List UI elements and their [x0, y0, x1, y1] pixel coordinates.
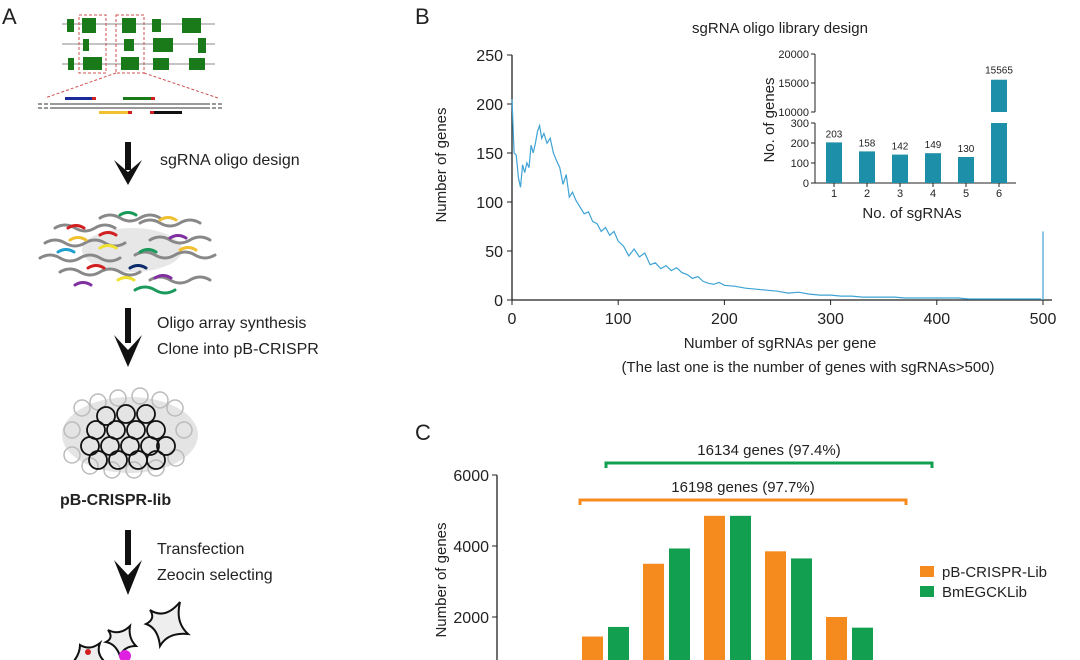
x-tick-label: 500: [1030, 311, 1057, 328]
c-y-tick-label: 6000: [453, 468, 489, 485]
c-bar-pb-crispr-lib: [826, 617, 847, 660]
inset-bar-lower: [991, 123, 1007, 183]
step-text: Oligo array synthesis: [157, 315, 307, 332]
inset-y-tick-label: 300: [791, 118, 809, 130]
inset-data-label: 130: [958, 144, 975, 155]
x-tick-label: 100: [605, 311, 632, 328]
inset-x-axis-label: No. of sgRNAs: [862, 205, 961, 222]
step-transfection: Transfection Zeocin selecting: [157, 537, 273, 589]
c-bar-bmegcklib: [730, 515, 751, 660]
x-tick-label: 200: [711, 311, 738, 328]
legend-label: pB-CRISPR-Lib: [942, 564, 1047, 581]
step-text: Clone into pB-CRISPR: [157, 341, 319, 358]
distribution-line: [511, 99, 1041, 300]
y-tick-label: 200: [476, 97, 503, 114]
inset-bar: [859, 151, 875, 183]
c-y-axis-label: Number of genes: [433, 522, 450, 637]
inset-bar: [958, 157, 974, 183]
step-oligo-synthesis: Oligo array synthesis Clone into pB-CRIS…: [157, 311, 319, 363]
inset-bar-upper: [991, 79, 1007, 112]
inset-data-label: 203: [826, 129, 843, 140]
inset-x-tick-label: 6: [996, 188, 1002, 200]
c-bar-pb-crispr-lib: [643, 563, 664, 660]
panel-b-label: B: [415, 4, 430, 29]
inset-y-tick-label: 0: [803, 178, 809, 190]
down-arrow-icon: [114, 308, 142, 367]
inset-x-tick-label: 1: [831, 188, 837, 200]
x-tick-label: 400: [923, 311, 950, 328]
inset-bar: [826, 142, 842, 183]
inset-y-axis-label: No. of genes: [761, 77, 778, 162]
step-sgrna-oligo-design: sgRNA oligo design: [160, 148, 300, 174]
c-y-tick-label: 2000: [453, 610, 489, 627]
legend-swatch: [920, 566, 934, 577]
c-bar-pb-crispr-lib: [704, 515, 725, 660]
x-axis-note: (The last one is the number of genes wit…: [621, 359, 994, 376]
x-tick-label: 0: [508, 311, 517, 328]
y-tick-label: 250: [476, 48, 503, 65]
cells-illustration: [73, 601, 191, 660]
library-name: pB-CRISPR-lib: [60, 492, 172, 509]
c-bar-pb-crispr-lib: [765, 551, 786, 660]
inset-y-tick-label: 15000: [778, 78, 809, 90]
y-tick-label: 150: [476, 146, 503, 163]
inset-x-tick-label: 5: [963, 188, 969, 200]
gene-structure: [38, 14, 222, 114]
chart-b-title: sgRNA oligo library design: [692, 20, 868, 37]
down-arrow-icon: [114, 530, 142, 595]
annotation-pb-crispr-lib: 16198 genes (97.7%): [671, 479, 814, 496]
c-bar-bmegcklib: [669, 548, 690, 660]
legend-label: BmEGCKLib: [942, 584, 1027, 601]
panel-c-label: C: [415, 420, 431, 445]
step-text: sgRNA oligo design: [160, 152, 300, 169]
y-tick-label: 0: [494, 293, 503, 310]
step-text: Zeocin selecting: [157, 567, 273, 584]
inset-data-label: 149: [925, 140, 942, 151]
inset-bar: [925, 153, 941, 183]
inset-x-tick-label: 2: [864, 188, 870, 200]
inset-y-tick-label: 200: [791, 138, 809, 150]
y-tick-label: 50: [485, 244, 503, 261]
c-bar-pb-crispr-lib: [582, 636, 603, 660]
plasmid-library-illustration: [62, 387, 198, 479]
inset-y-tick-label: 10000: [778, 107, 809, 119]
oligo-pool-illustration: [38, 211, 217, 295]
y-tick-label: 100: [476, 195, 503, 212]
inset-bar: [892, 154, 908, 183]
inset-data-label: 15565: [985, 66, 1013, 77]
down-arrow-icon: [114, 142, 142, 185]
bracket-orange: [578, 498, 908, 505]
annotation-bmegcklib: 16134 genes (97.4%): [697, 442, 840, 459]
c-y-tick-label: 4000: [453, 539, 489, 556]
step-text: Transfection: [157, 541, 245, 558]
inset-data-label: 142: [892, 142, 909, 153]
x-tick-label: 300: [817, 311, 844, 328]
y-axis-label: Number of genes: [433, 107, 450, 222]
inset-data-label: 158: [859, 138, 876, 149]
bracket-green: [604, 461, 934, 468]
c-bar-bmegcklib: [791, 558, 812, 660]
c-bar-bmegcklib: [852, 627, 873, 660]
x-axis-label: Number of sgRNAs per gene: [684, 335, 877, 352]
inset-x-tick-label: 4: [930, 188, 936, 200]
c-bar-bmegcklib: [608, 626, 629, 660]
inset-y-tick-label: 20000: [778, 49, 809, 61]
panel-a-label: A: [2, 4, 17, 29]
panel-a-schematic: [38, 14, 222, 660]
inset-y-tick-label: 100: [791, 158, 809, 170]
legend-swatch: [920, 586, 934, 597]
inset-x-tick-label: 3: [897, 188, 903, 200]
